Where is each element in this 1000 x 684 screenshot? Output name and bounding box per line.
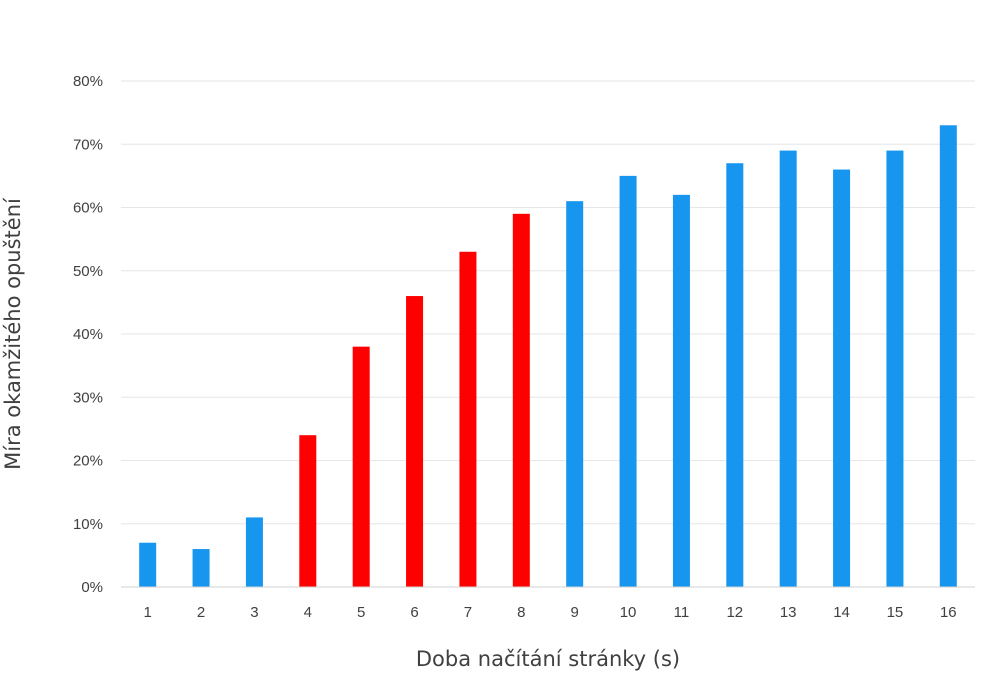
bar [886,150,904,587]
gridlines [121,80,975,525]
x-tick-label: 15 [887,604,904,621]
x-tick-label: 6 [410,604,418,621]
x-tick-label: 11 [674,604,690,621]
x-tick-label: 5 [357,604,365,621]
x-tick-label: 16 [940,604,957,621]
bar [939,125,957,588]
x-tick-label: 1 [144,604,152,621]
bar [139,542,157,587]
x-axis-tick-labels: 1 2 3 4 5 6 7 8 9 10 11 12 13 14 15 16 [144,604,957,621]
y-tick-label: 20% [73,453,103,470]
y-tick-label: 40% [73,326,103,343]
x-tick-label: 7 [464,604,472,621]
x-tick-label: 3 [250,604,258,621]
y-tick-label: 10% [73,516,103,533]
y-tick-label: 30% [73,389,103,406]
x-tick-label: 2 [197,604,205,621]
bar [512,213,530,587]
x-tick-label: 9 [571,604,579,621]
x-tick-label: 13 [780,604,797,621]
x-tick-label: 8 [517,604,525,621]
bar [566,201,584,588]
bar [779,150,797,587]
y-axis-tick-labels: 0% 10% 20% 30% 40% 50% 60% 70% 80% [73,73,103,596]
x-tick-label: 12 [726,604,743,621]
x-tick-label: 4 [304,604,312,621]
y-tick-label: 60% [73,200,103,217]
x-axis-title: Doba načítání stránky (s) [416,647,680,671]
bar [299,435,317,587]
y-tick-label: 70% [73,136,103,153]
bars [139,125,957,588]
y-tick-label: 80% [73,73,103,90]
y-tick-label: 0% [81,579,103,596]
bar [245,517,263,587]
y-axis-title: Míra okamžitého opuštění [1,197,25,470]
bar [672,194,690,587]
bar [459,251,477,587]
y-tick-label: 50% [73,263,103,280]
bar [833,169,851,588]
x-tick-label: 10 [620,604,637,621]
bar [726,163,744,587]
bar [192,549,210,587]
bar [406,296,424,587]
bar [352,346,370,587]
x-tick-label: 14 [833,604,850,621]
bar [619,175,637,587]
